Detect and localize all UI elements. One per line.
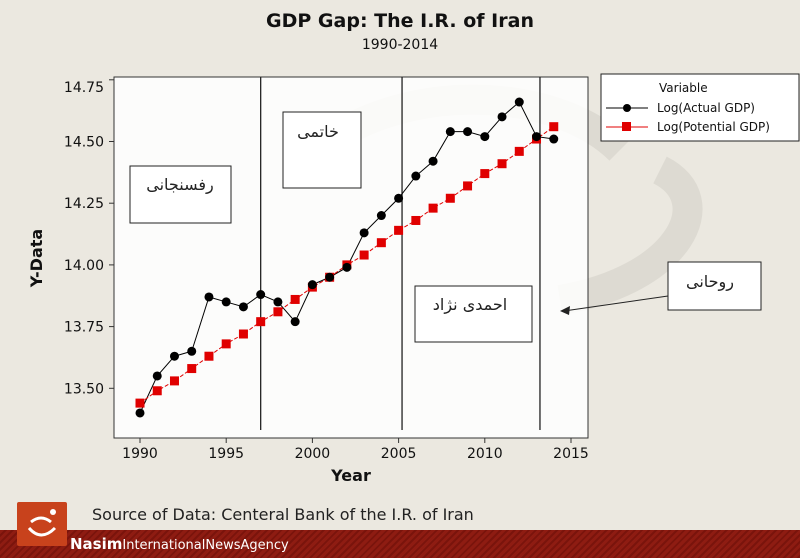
- y-tick-label: 13.50: [64, 381, 104, 397]
- data-point-actual: [376, 211, 386, 221]
- y-tick-label: 14.50: [64, 135, 104, 151]
- x-tick-label: 2000: [295, 446, 331, 462]
- data-point-actual: [325, 272, 335, 282]
- data-point-actual: [135, 408, 145, 418]
- data-point-potential: [273, 307, 283, 317]
- annotation-khatami: خاتمی: [282, 111, 362, 189]
- chart-title: GDP Gap: The I.R. of Iran: [266, 10, 534, 32]
- data-point-actual: [187, 346, 197, 356]
- data-point-potential: [169, 376, 179, 386]
- data-point-potential: [238, 329, 248, 339]
- data-point-actual: [256, 290, 266, 300]
- data-point-actual: [411, 171, 421, 181]
- data-point-potential: [204, 351, 214, 361]
- data-point-actual: [169, 351, 179, 361]
- svg-text:رفسنجانی: رفسنجانی: [146, 175, 213, 195]
- data-point-potential: [152, 386, 162, 396]
- data-point-potential: [428, 203, 438, 213]
- data-point-potential: [549, 122, 559, 132]
- chart-subtitle: 1990-2014: [361, 37, 439, 53]
- svg-text:روحانی: روحانی: [686, 272, 734, 292]
- y-tick-label: 14.75: [64, 80, 104, 96]
- data-point-potential: [376, 238, 386, 248]
- data-point-actual: [204, 292, 214, 302]
- data-point-actual: [445, 127, 455, 137]
- svg-text:احمدی نژاد: احمدی نژاد: [433, 295, 507, 315]
- data-point-potential: [394, 225, 404, 235]
- x-tick-label: 1990: [122, 446, 158, 462]
- x-tick-label: 2005: [381, 446, 417, 462]
- x-tick-label: 2015: [553, 446, 589, 462]
- data-point-potential: [290, 294, 300, 304]
- data-point-potential: [514, 146, 524, 156]
- nasim-logo: [17, 502, 67, 546]
- annotation-rafsanjani: رفسنجانی: [129, 165, 232, 224]
- data-point-actual: [394, 193, 404, 203]
- source-note: Source of Data: Centeral Bank of the I.R…: [92, 505, 474, 524]
- data-point-potential: [480, 169, 490, 179]
- legend: Variable Log(Actual GDP) Log(Potential G…: [600, 73, 800, 142]
- data-point-potential: [187, 364, 197, 374]
- data-point-potential: [463, 181, 473, 191]
- x-tick-label: 2010: [467, 446, 503, 462]
- annotation-ahmadinejad: احمدی نژاد: [414, 285, 533, 343]
- y-tick-label: 14.00: [64, 258, 104, 274]
- data-point-actual: [221, 297, 231, 307]
- data-point-actual: [359, 228, 369, 238]
- data-point-actual: [273, 297, 283, 307]
- x-tick-label: 1995: [208, 446, 244, 462]
- data-point-actual: [238, 302, 248, 312]
- data-point-potential: [135, 398, 145, 408]
- data-point-potential: [256, 317, 266, 327]
- legend-label-potential: Log(Potential GDP): [657, 120, 770, 134]
- legend-label-actual: Log(Actual GDP): [657, 101, 755, 115]
- data-point-actual: [514, 97, 524, 107]
- svg-text:خاتمی: خاتمی: [297, 122, 339, 141]
- data-point-actual: [549, 134, 559, 144]
- footer-bar: [0, 530, 800, 558]
- data-point-actual: [152, 371, 162, 381]
- data-point-potential: [221, 339, 231, 349]
- data-point-actual: [532, 132, 542, 142]
- data-point-actual: [307, 280, 317, 290]
- x-axis-label: Year: [330, 466, 371, 485]
- annotation-rouhani: روحانی: [560, 261, 762, 315]
- data-point-actual: [290, 317, 300, 327]
- legend-title: Variable: [659, 81, 708, 95]
- data-point-actual: [463, 127, 473, 137]
- y-tick-label: 14.25: [64, 196, 104, 212]
- y-axis-label: Y-Data: [27, 229, 46, 288]
- data-point-potential: [411, 215, 421, 225]
- legend-marker-actual: [623, 104, 631, 112]
- data-point-actual: [497, 112, 507, 122]
- data-point-potential: [497, 159, 507, 169]
- brand-name: NasimInternationalNewsAgency: [70, 535, 289, 553]
- chart: 1990 1995 2000 2005 2010 2015 13.50 13.75 14.00 1…: [27, 73, 800, 485]
- data-point-actual: [480, 132, 490, 142]
- data-point-actual: [428, 156, 438, 166]
- legend-marker-potential: [622, 122, 631, 131]
- y-tick-label: 13.75: [64, 320, 104, 336]
- data-point-potential: [445, 193, 455, 203]
- data-point-potential: [359, 250, 369, 260]
- data-point-actual: [342, 262, 352, 272]
